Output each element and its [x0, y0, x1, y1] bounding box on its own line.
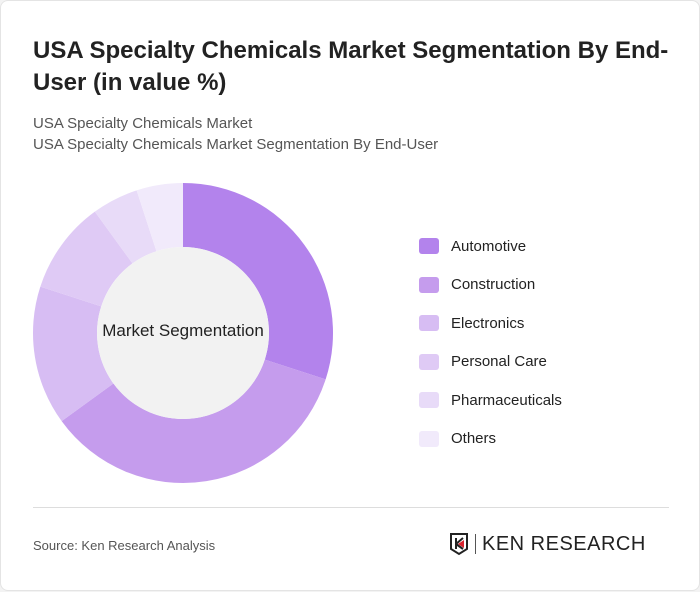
slice-pharmaceuticals	[94, 190, 157, 264]
slice-automotive	[183, 183, 333, 380]
legend-label: Pharmaceuticals	[451, 391, 562, 409]
legend-swatch	[419, 315, 439, 332]
legend-label: Others	[451, 430, 497, 448]
legend: Automotive Construction Electronics Persona…	[419, 227, 562, 458]
source-note: Source: Ken Research Analysis	[33, 538, 216, 553]
divider	[33, 507, 669, 508]
legend-label: Construction	[451, 276, 536, 294]
subtitle-market: USA Specialty Chemicals Market	[33, 115, 253, 132]
ken-logo-icon	[450, 533, 468, 556]
legend-item: Automotive	[419, 227, 562, 266]
logo-text: KEN RESEARCH	[482, 532, 646, 555]
legend-item: Construction	[419, 266, 562, 305]
legend-swatch	[419, 238, 439, 255]
legend-swatch	[419, 430, 439, 447]
donut-center-label: Market Segmentation	[102, 321, 264, 340]
subtitle-segmentation: USA Specialty Chemicals Market Segmentat…	[33, 136, 439, 153]
slice-personal-care	[40, 211, 133, 307]
legend-label: Automotive	[451, 237, 527, 255]
slice-others	[136, 183, 183, 252]
chart-title: USA Specialty Chemicals Market Segmentat…	[33, 37, 669, 96]
slice-electronics	[33, 286, 114, 422]
legend-label: Electronics	[451, 314, 525, 332]
legend-item: Electronics	[419, 304, 562, 343]
donut-hole	[97, 247, 269, 419]
legend-swatch	[419, 276, 439, 293]
legend-swatch	[419, 392, 439, 409]
legend-item: Personal Care	[419, 343, 562, 382]
legend-item: Pharmaceuticals	[419, 381, 562, 420]
legend-label: Personal Care	[451, 353, 547, 371]
slice-construction	[61, 359, 326, 484]
ken-research-logo: KEN RESEARCH	[449, 532, 646, 556]
legend-swatch	[419, 353, 439, 370]
legend-item: Others	[419, 420, 562, 459]
